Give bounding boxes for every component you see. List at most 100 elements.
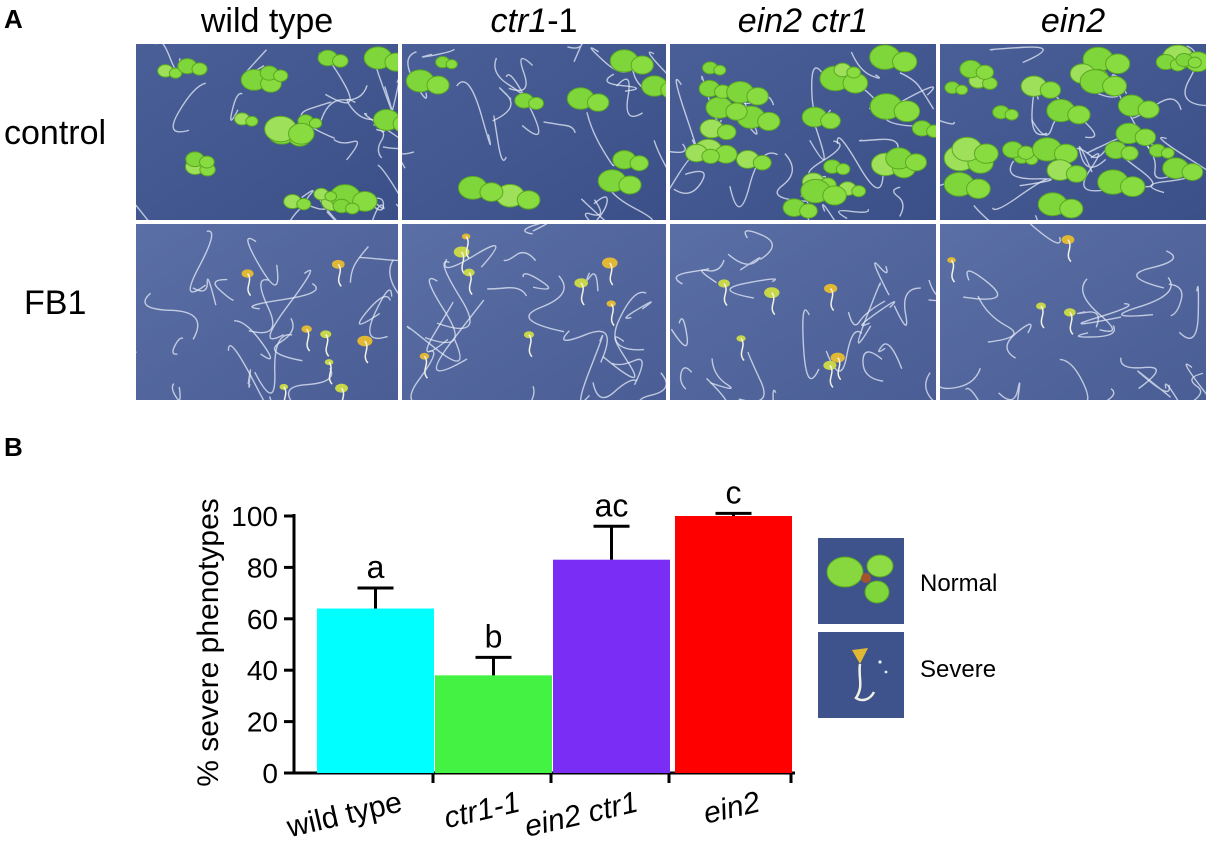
cotyledon xyxy=(893,100,921,123)
cotyledon xyxy=(757,111,781,131)
root xyxy=(234,320,272,360)
root-hair xyxy=(878,660,882,664)
cotyledon xyxy=(660,82,666,98)
cotyledon xyxy=(713,64,727,76)
bar-1 xyxy=(435,675,552,773)
hypocotyl xyxy=(1069,311,1074,335)
root xyxy=(648,51,666,74)
root xyxy=(1006,323,1032,359)
root xyxy=(729,278,777,299)
category-label: ein2 xyxy=(700,786,763,831)
cotyledon xyxy=(372,108,398,131)
cotyledon xyxy=(701,148,720,164)
root xyxy=(940,368,981,390)
root xyxy=(247,369,252,388)
cotyledon xyxy=(1065,165,1088,183)
photo-content xyxy=(136,230,398,400)
root xyxy=(530,386,535,400)
root xyxy=(925,372,934,400)
photo-fb1-ein2 xyxy=(940,224,1206,400)
photo-content xyxy=(940,44,1206,220)
root xyxy=(358,295,392,325)
normal-seedling-photo xyxy=(818,538,904,624)
root xyxy=(444,245,497,269)
legend-label-normal: Normal xyxy=(920,570,998,597)
cotyledon xyxy=(752,155,772,171)
root xyxy=(1029,224,1061,244)
y-tick-label: 20 xyxy=(247,707,278,738)
cotyledon xyxy=(866,554,894,578)
severe-seedling-photo xyxy=(818,632,904,718)
root xyxy=(189,230,213,293)
cotyledon xyxy=(245,115,259,127)
cotyledon xyxy=(746,87,769,106)
root xyxy=(456,81,492,146)
cotyledon xyxy=(308,117,323,129)
row-header-control: control xyxy=(4,114,107,152)
hypocotyl xyxy=(246,273,252,297)
root xyxy=(673,170,705,195)
category-label: ein2 ctr1 xyxy=(522,786,642,844)
cotyledon xyxy=(296,197,312,211)
category-label: ctr1-1 xyxy=(441,786,523,835)
photo-content xyxy=(402,44,666,220)
root xyxy=(738,351,765,400)
cotyledon xyxy=(1059,198,1084,219)
cotyledon xyxy=(1067,105,1091,125)
column-header-part: -1 xyxy=(547,2,578,40)
hypocotyl xyxy=(950,259,956,283)
root xyxy=(670,318,689,347)
cotyledon xyxy=(826,556,864,588)
hypocotyl xyxy=(771,292,776,316)
cotyledon xyxy=(1102,75,1128,97)
photo-control-wild-type xyxy=(136,44,398,220)
hypocotyl xyxy=(610,303,615,327)
cotyledon xyxy=(1137,100,1160,119)
cotyledon xyxy=(835,163,851,176)
root xyxy=(776,153,807,202)
hypocotyl xyxy=(328,361,333,385)
cotyledon xyxy=(822,185,847,206)
root xyxy=(333,138,359,161)
root xyxy=(1121,277,1172,317)
column-header-part: ein2 xyxy=(1040,2,1106,40)
column-header-part: ctr1 xyxy=(490,2,548,40)
cotyledon xyxy=(736,335,746,342)
hypocotyl xyxy=(609,262,614,286)
root xyxy=(821,204,836,220)
significance-letter: ac xyxy=(595,487,629,523)
root xyxy=(421,48,455,58)
bar-0 xyxy=(317,608,434,773)
root xyxy=(744,230,773,260)
y-tick-label: 0 xyxy=(262,758,278,789)
cotyledon xyxy=(445,59,458,70)
root xyxy=(653,140,666,169)
root xyxy=(606,73,638,92)
panel-b-letter: B xyxy=(4,432,23,462)
y-tick-label: 60 xyxy=(247,604,278,635)
significance-letter: a xyxy=(367,549,385,585)
cotyledon xyxy=(1061,235,1075,245)
root xyxy=(369,289,393,340)
bar-3 xyxy=(675,516,792,773)
root xyxy=(836,137,884,189)
root xyxy=(973,205,990,220)
cotyledon xyxy=(273,69,289,83)
root xyxy=(878,343,903,370)
cotyledon xyxy=(955,84,969,96)
root xyxy=(893,186,904,217)
root xyxy=(1076,145,1109,159)
root xyxy=(928,279,936,302)
root xyxy=(1082,278,1114,332)
panel-a-letter: A xyxy=(4,4,23,34)
root xyxy=(965,387,979,400)
row-header-fb1: FB1 xyxy=(24,284,87,322)
root xyxy=(858,138,899,158)
root xyxy=(287,367,333,400)
root xyxy=(670,143,686,154)
root xyxy=(247,237,279,286)
significance-letter: c xyxy=(726,474,742,510)
root xyxy=(838,208,870,220)
hypocotyl xyxy=(837,357,842,381)
